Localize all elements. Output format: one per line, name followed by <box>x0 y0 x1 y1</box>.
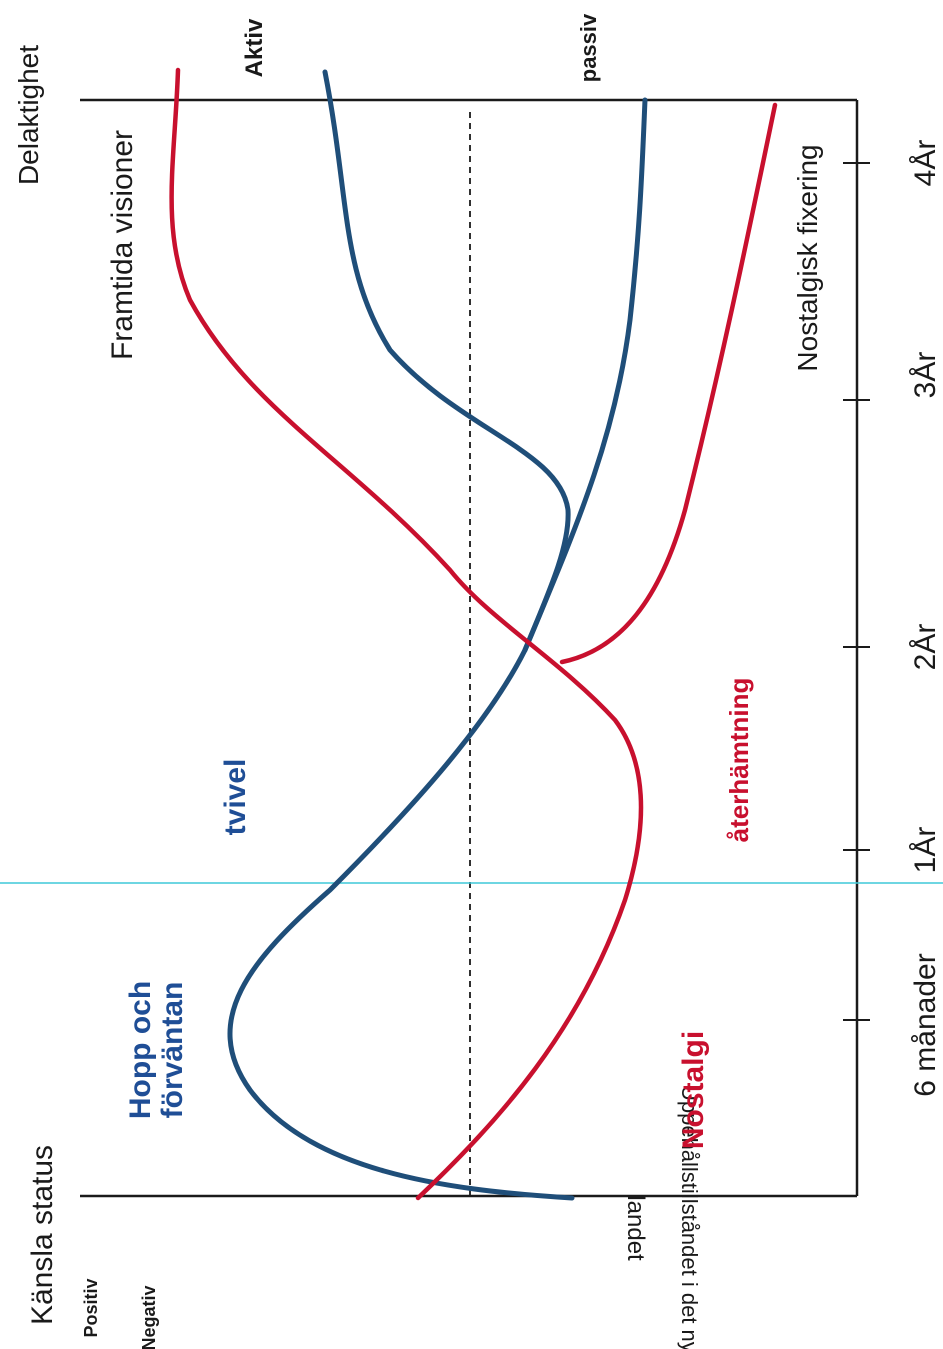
blue-curve-passive-branch <box>522 97 648 653</box>
tick-label-3ar: 3År <box>909 352 942 399</box>
right-axis-title: Delaktighet <box>13 45 44 185</box>
label-nostalgisk-fixering: Nostalgisk fixering <box>792 144 823 371</box>
label-tvivel: tvivel <box>219 759 252 836</box>
label-hopp-line1: Hopp och <box>124 981 157 1119</box>
y-axis-top-label: Positiv <box>81 1278 101 1337</box>
baseline-label: Uppehållstillståndet i det nya <box>677 1085 702 1349</box>
tick-label-6-manader: 6 månader <box>909 953 942 1096</box>
right-axis-top-label: Aktiv <box>241 18 268 77</box>
red-curve <box>169 67 644 1201</box>
tick-label-2ar: 2År <box>909 624 942 671</box>
label-hopp-line2: förväntan <box>156 982 189 1119</box>
tick-label-4ar: 4År <box>909 140 942 187</box>
red-curve-fixation-branch <box>559 102 778 665</box>
label-nostalgi: Nostalgi <box>677 1031 710 1149</box>
blue-curve <box>227 69 575 1201</box>
y-axis-title: Känsla status <box>26 1145 59 1325</box>
label-aterhamtning: återhämtning <box>724 678 754 843</box>
y-axis-bottom-label: Negativ <box>139 1285 159 1349</box>
landed-label: landet <box>622 1195 649 1261</box>
right-axis-bottom-label: passiv <box>576 13 601 82</box>
tick-label-1ar: 1År <box>909 827 942 874</box>
label-framtida-visioner: Framtida visioner <box>106 130 139 360</box>
